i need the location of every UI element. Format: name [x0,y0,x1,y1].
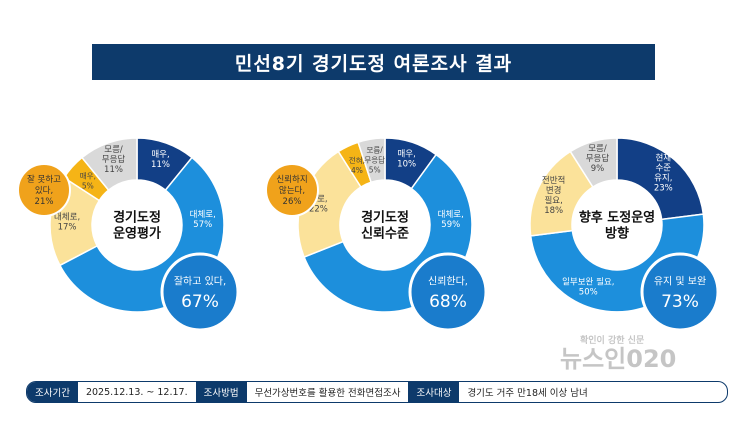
positive-bubble [408,252,488,332]
negative-label: 신뢰하지 않는다, 26% [276,174,307,207]
center-label: 경기도정 운영평가 [113,210,161,242]
slice-label: 모름/무응답 9% [586,144,610,174]
positive-label: 신뢰한다, [428,276,468,288]
positive-value: 73% [661,292,699,312]
negative-bubble [265,163,319,217]
positive-value: 68% [429,292,467,312]
page-title: 민선8기 경기도정 여론조사 결과 [92,44,655,80]
slice-label: 매우, 11% [151,150,170,170]
method-label: 조사방법 [195,382,247,402]
center-label: 경기도정 신뢰수준 [361,210,409,242]
survey-info-bar: 조사기간 2025.12.13. ~ 12.17. 조사방법 무선가상번호를 활… [26,381,728,403]
slice-label: 현재 수준 유지, 23% [654,153,673,193]
target-value: 경기도 거주 만18세 이상 남녀 [467,388,588,399]
target-label: 조사대상 [408,382,460,402]
watermark: 확인이 강한 신문 뉴스인020 [520,333,720,379]
watermark-brand: 뉴스인020 [560,345,677,373]
slice-label: 별로, 22% [309,193,328,214]
method-value: 무선가상번호를 활용한 전화면접조사 [254,388,401,399]
positive-bubble [640,252,720,332]
slice-label: 전반적 변경 필요, 18% [542,175,565,216]
donut-slice [616,137,705,221]
negative-label: 잘 못하고 있다, 21% [27,174,61,207]
slice-label: 대체로, 59% [438,209,464,230]
donut-slice [80,137,138,192]
slice-label: 대체로, 17% [54,212,80,233]
positive-value: 67% [181,292,219,312]
slice-label: 대체로, 57% [190,209,216,230]
slice-label: 모름/무응답 11% [102,145,126,175]
positive-label: 유지 및 보완 [654,276,706,288]
period-value: 2025.12.13. ~ 12.17. [85,386,188,398]
donut-slice [569,137,618,189]
watermark-slogan: 확인이 강한 신문 [580,336,645,346]
center-label: 향후 도정운영 방향 [579,210,655,242]
slice-label: 매우, 5% [80,172,96,191]
negative-bubble [17,163,71,217]
positive-bubble [160,252,240,332]
slice-label: 모름/무응답 5% [364,145,385,174]
positive-label: 잘하고 있다, [174,275,226,288]
slice-label: 매우, 10% [397,149,416,169]
period-label: 조사기간 [27,382,78,402]
slice-label: 일부보완 필요, 50% [562,277,614,298]
slice-label: 전혀, 4% [349,155,365,175]
donut-slice [357,137,386,184]
